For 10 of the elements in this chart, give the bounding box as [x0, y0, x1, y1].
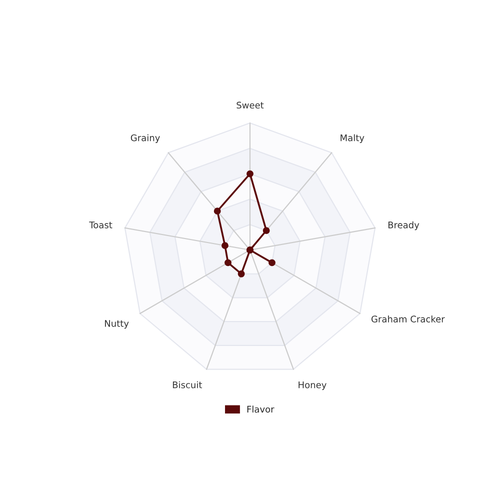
spoke-label: Sweet — [236, 102, 264, 109]
legend-label: Flavor — [247, 406, 274, 413]
spoke-label: Malty — [340, 134, 364, 143]
spoke-label: Bready — [388, 221, 420, 230]
spoke-label: Biscuit — [172, 381, 202, 388]
spoke-label: Toast — [89, 222, 112, 228]
spoke-label: Nutty — [105, 320, 129, 329]
spoke-label: Grainy — [130, 134, 160, 143]
spoke-label: Graham Cracker — [371, 315, 445, 322]
spoke-label: Honey — [298, 382, 326, 390]
